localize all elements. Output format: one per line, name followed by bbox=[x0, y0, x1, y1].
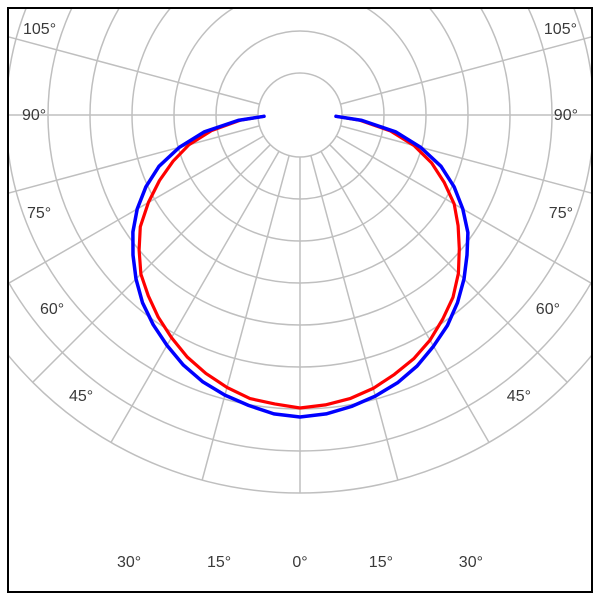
polar-svg: 105° 105° 90° 90° 75° 75° 60° 60° 45° 45° 30° 15° 0°… bbox=[0, 0, 600, 600]
polar-chart: 105° 105° 90° 90° 75° 75° 60° 60° 45° 45° 30° 15° 0°… bbox=[0, 0, 600, 600]
angle-label: 90° bbox=[554, 107, 578, 124]
angle-label: 15° bbox=[207, 554, 231, 571]
angle-label: 0° bbox=[292, 554, 307, 571]
angle-label: 105° bbox=[544, 21, 577, 38]
angle-label: 75° bbox=[27, 205, 51, 222]
angle-label: 30° bbox=[117, 554, 141, 571]
angle-label: 105° bbox=[23, 21, 56, 38]
angle-label: 60° bbox=[40, 301, 64, 318]
angle-label: 15° bbox=[369, 554, 393, 571]
angle-label: 45° bbox=[507, 388, 531, 405]
angle-label: 45° bbox=[69, 388, 93, 405]
angle-label: 60° bbox=[536, 301, 560, 318]
angle-label: 30° bbox=[459, 554, 483, 571]
angle-label: 75° bbox=[549, 205, 573, 222]
angle-label: 90° bbox=[22, 107, 46, 124]
